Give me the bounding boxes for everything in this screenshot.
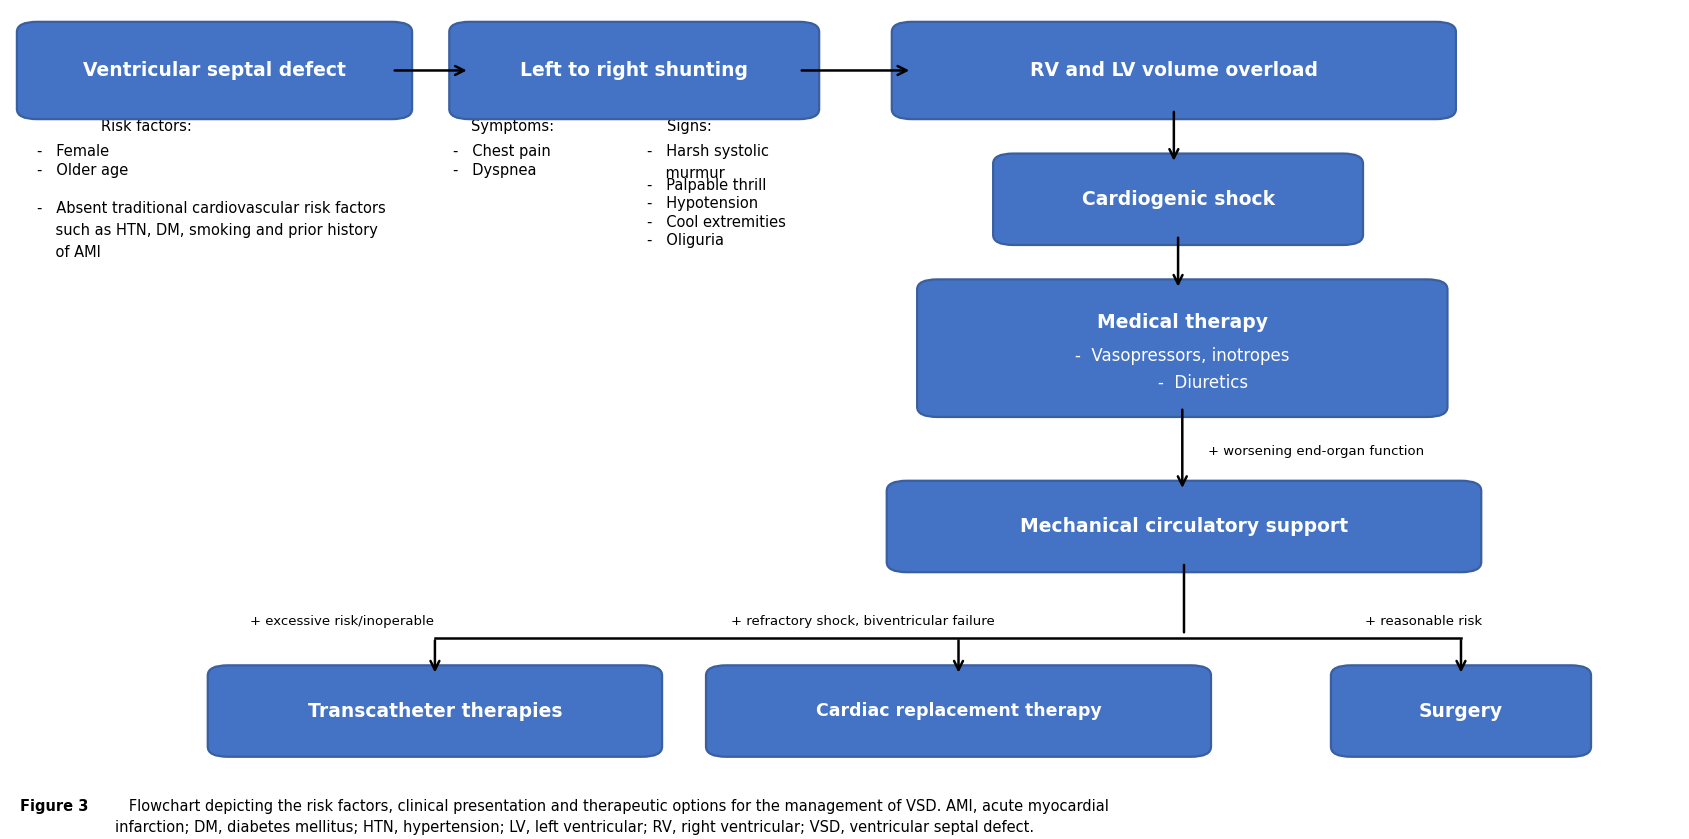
Text: + worsening end-organ function: + worsening end-organ function [1208,445,1424,458]
Text: Risk factors:: Risk factors: [101,119,193,134]
Text: Mechanical circulatory support: Mechanical circulatory support [1020,517,1348,536]
Text: Cardiac replacement therapy: Cardiac replacement therapy [816,702,1101,720]
Text: Symptoms:: Symptoms: [471,119,554,134]
Text: -  Vasopressors, inotropes
        -  Diuretics: - Vasopressors, inotropes - Diuretics [1076,347,1289,392]
Text: -   Percutaneous closure with
    various vascular occluder devices
    dependin: - Percutaneous closure with various vasc… [228,678,495,736]
FancyBboxPatch shape [706,665,1211,757]
Text: -   Infarctectomy and closure
-   Infarct exclusion: - Infarctectomy and closure - Infarct ex… [1351,678,1562,715]
FancyBboxPatch shape [993,154,1363,245]
Text: -   Hypotension: - Hypotension [647,196,758,211]
Text: Medical therapy: Medical therapy [1096,313,1268,332]
FancyBboxPatch shape [1331,665,1591,757]
Text: Flowchart depicting the risk factors, clinical presentation and therapeutic opti: Flowchart depicting the risk factors, cl… [115,799,1108,836]
Text: -   Palpable thrill: - Palpable thrill [647,178,767,193]
Text: -   Female: - Female [37,144,110,159]
Text: -   Older age: - Older age [37,163,128,178]
Text: Ventricular septal defect: Ventricular septal defect [83,61,346,80]
FancyBboxPatch shape [17,22,412,119]
Text: Cardiogenic shock: Cardiogenic shock [1081,190,1275,209]
Text: -   Durable mechanical support
-   Heart transplantation
-   Total artificial he: - Durable mechanical support - Heart tra… [730,678,958,736]
FancyBboxPatch shape [208,665,662,757]
Text: -   Absent traditional cardiovascular risk factors
    such as HTN, DM, smoking : - Absent traditional cardiovascular risk… [37,201,385,259]
Text: + excessive risk/inoperable: + excessive risk/inoperable [250,615,434,628]
FancyBboxPatch shape [449,22,819,119]
Text: + refractory shock, biventricular failure: + refractory shock, biventricular failur… [731,615,995,628]
FancyBboxPatch shape [887,481,1481,572]
Text: + reasonable risk: + reasonable risk [1365,615,1481,628]
Text: Transcatheter therapies: Transcatheter therapies [307,701,562,721]
Text: -   Cool extremities: - Cool extremities [647,215,785,230]
Text: -   Harsh systolic
    murmur: - Harsh systolic murmur [647,144,768,181]
Text: -   Chest pain: - Chest pain [453,144,551,159]
Text: Left to right shunting: Left to right shunting [520,61,748,80]
Text: -   Dyspnea: - Dyspnea [453,163,535,178]
FancyBboxPatch shape [892,22,1456,119]
Text: Signs:: Signs: [667,119,713,134]
Text: -   Oliguria: - Oliguria [647,233,725,248]
Text: Surgery: Surgery [1419,701,1503,721]
Text: Figure 3: Figure 3 [20,799,88,814]
Text: RV and LV volume overload: RV and LV volume overload [1030,61,1317,80]
FancyBboxPatch shape [917,279,1447,417]
